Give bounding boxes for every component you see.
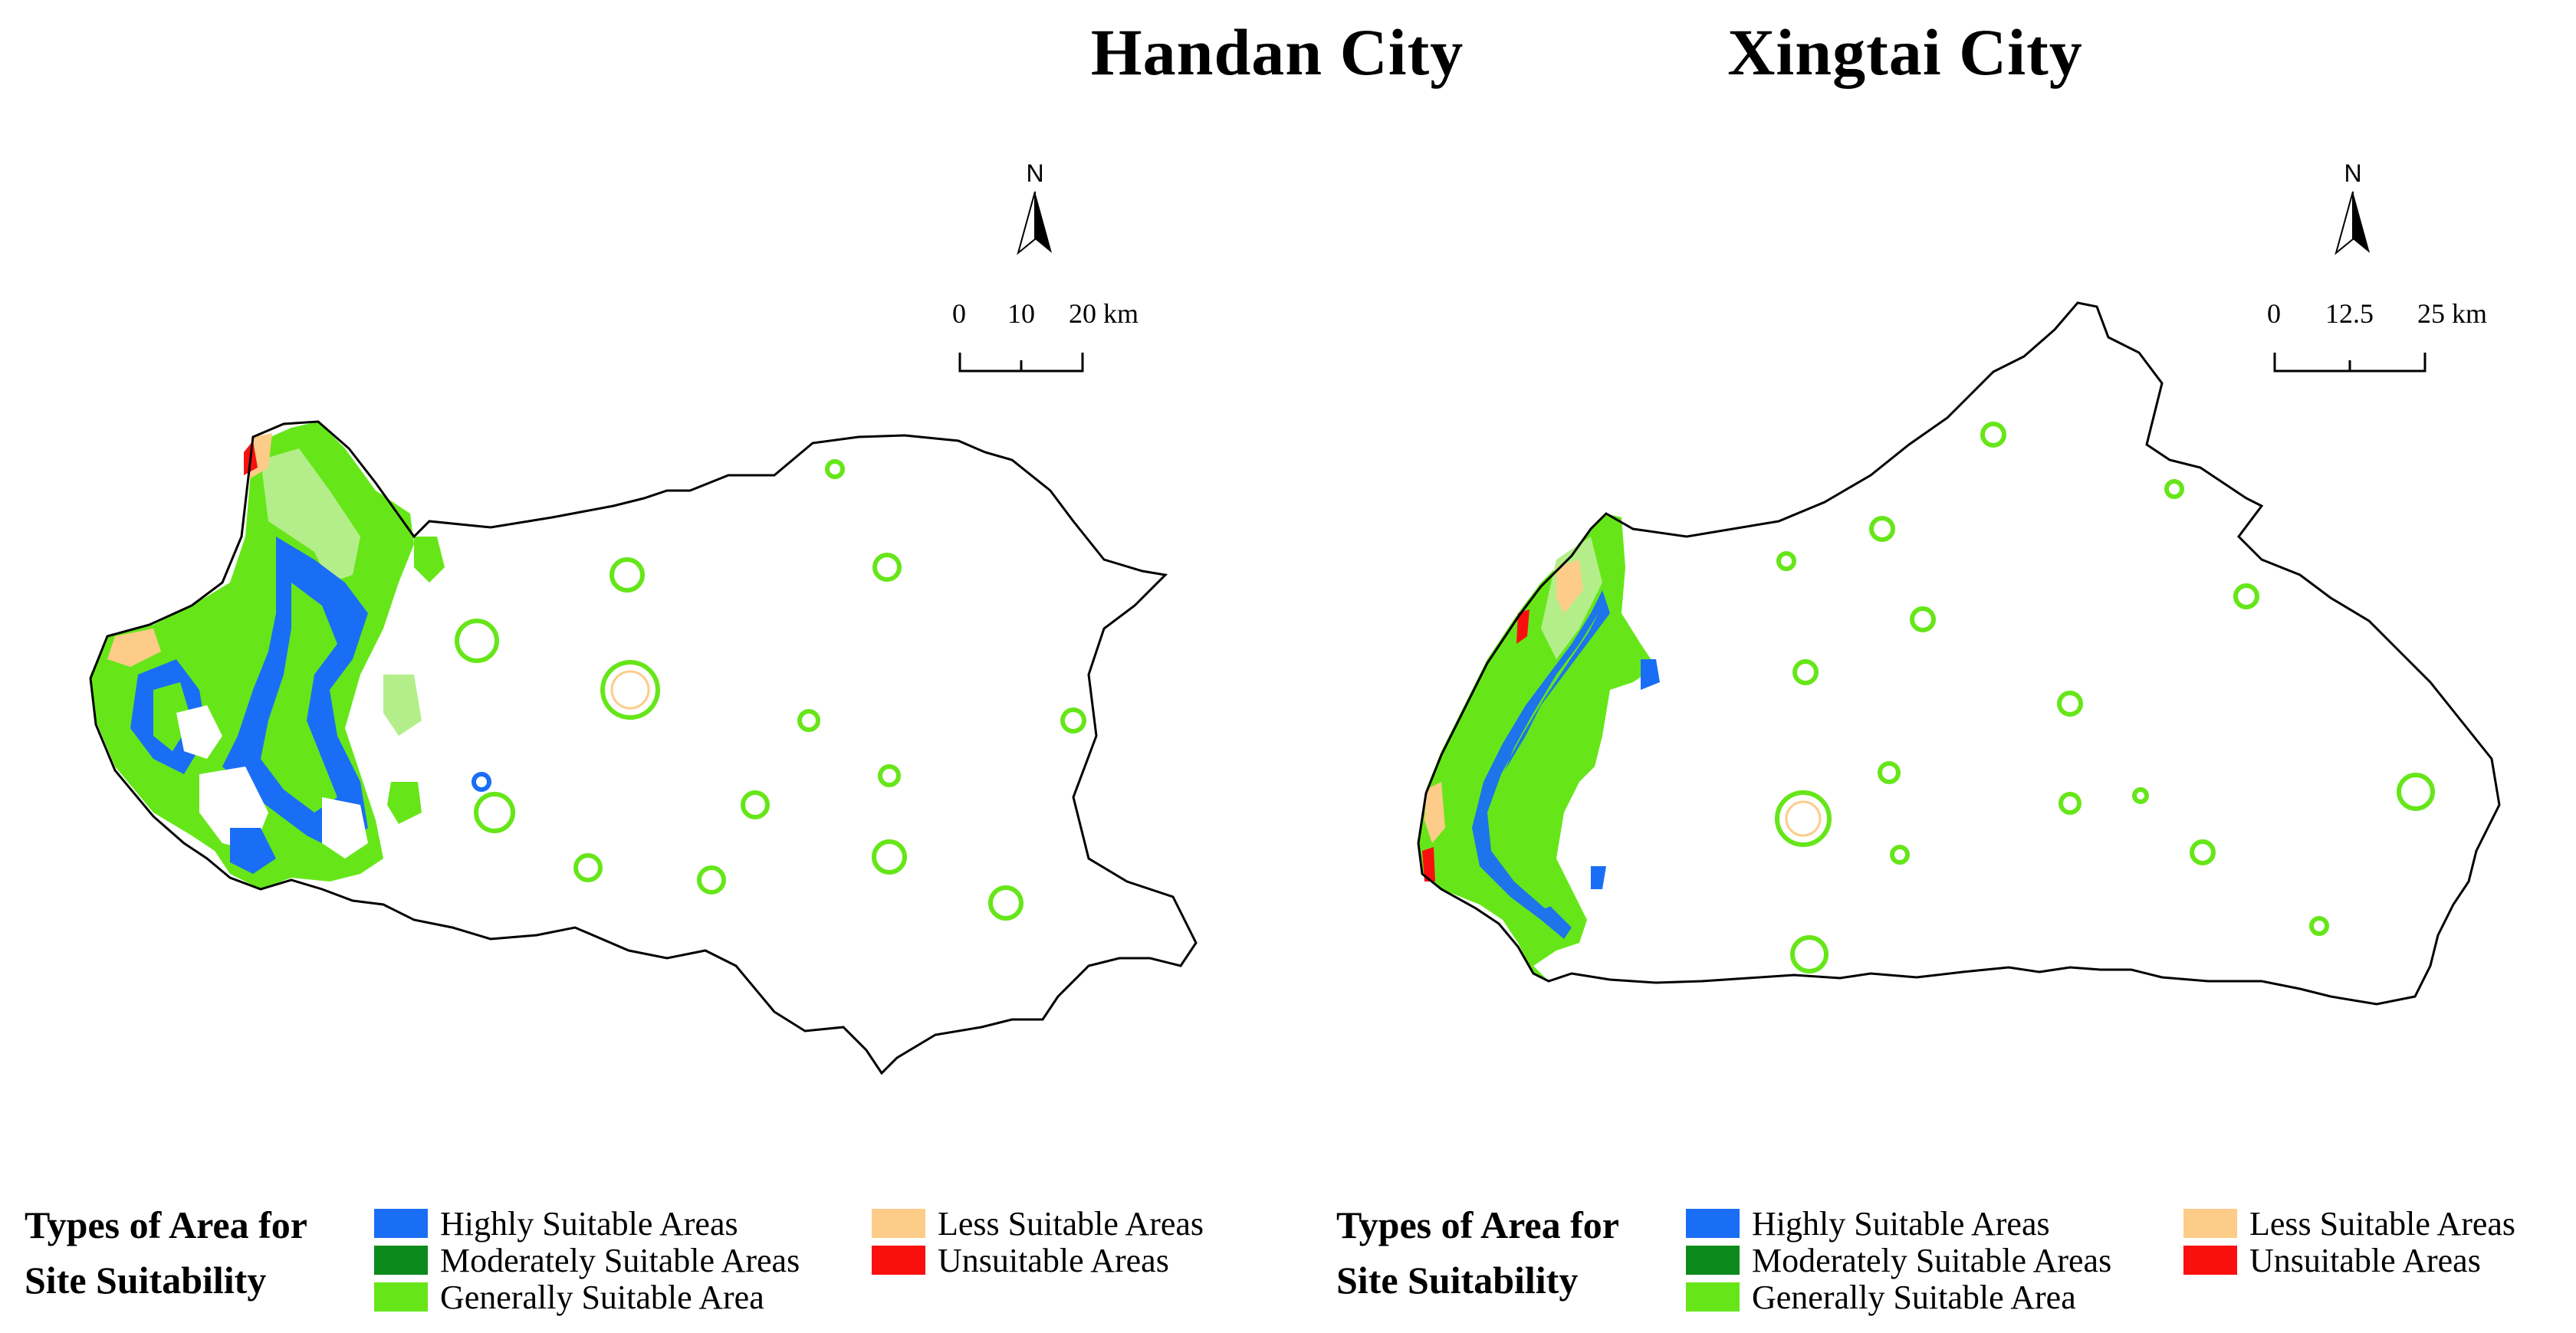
north-label: N — [1026, 159, 1044, 187]
handan-map — [89, 191, 1198, 1075]
legend-item: Less Suitable Areas — [872, 1205, 1204, 1243]
xingtai-boundary — [1417, 301, 2501, 1006]
scale-tick-0: 0 — [2267, 298, 2281, 329]
legend-swatch — [374, 1209, 428, 1238]
suitability-patches — [455, 459, 1086, 921]
map-panel-xingtai: Xingtai City — [1315, 0, 2576, 1333]
scale-labels: 0 10 20 km — [943, 297, 1173, 336]
legend-item: Highly Suitable Areas — [374, 1205, 738, 1243]
north-arrow-icon — [1017, 191, 1052, 255]
legend-item: Generally Suitable Area — [1686, 1279, 2076, 1316]
legend-item: Highly Suitable Areas — [1686, 1205, 2050, 1243]
suitability-patches — [1775, 422, 2435, 973]
legend-swatch — [872, 1209, 925, 1238]
north-label: N — [2344, 159, 2362, 187]
legend-swatch — [2183, 1246, 2237, 1275]
legend-swatch — [2183, 1209, 2237, 1238]
map-title: Handan City — [1090, 15, 1464, 89]
suitability-zones — [1418, 514, 1660, 981]
handan-boundary — [89, 420, 1198, 1075]
legend-swatch — [1686, 1209, 1740, 1238]
map-title: Xingtai City — [1727, 15, 2083, 89]
map-panel-handan: Handan City — [25, 15, 1463, 1316]
xingtai-map — [1417, 191, 2501, 1006]
legend-title: Types of Area for Site Suitability — [25, 1203, 307, 1302]
legend-swatch — [1686, 1282, 1740, 1312]
legend-item: Moderately Suitable Areas — [374, 1242, 800, 1279]
north-arrow-icon — [2334, 191, 2370, 255]
legend-item: Unsuitable Areas — [872, 1242, 1169, 1279]
legend-swatch — [374, 1246, 428, 1275]
legend-item: Moderately Suitable Areas — [1686, 1242, 2111, 1279]
legend-item: Generally Suitable Area — [374, 1279, 764, 1316]
scale-labels: 0 12.5 25 km — [2264, 297, 2555, 336]
legend-item: Less Suitable Areas — [2183, 1205, 2515, 1243]
legend-item: Unsuitable Areas — [2183, 1242, 2481, 1279]
scale-tick-1: 12.5 — [2325, 298, 2374, 329]
legend-swatch — [374, 1282, 428, 1312]
legend-swatch — [872, 1246, 925, 1275]
legend-title: Types of Area for Site Suitability — [1336, 1203, 1619, 1302]
scale-tick-2: 20 km — [1069, 298, 1139, 329]
scale-tick-0: 0 — [952, 298, 966, 329]
scale-tick-1: 10 — [1007, 298, 1035, 329]
scale-bar — [958, 353, 1084, 373]
legend-swatch — [1686, 1246, 1740, 1275]
scale-tick-2: 25 km — [2417, 298, 2488, 329]
suitability-zones — [90, 422, 445, 889]
scale-bar — [2273, 353, 2426, 373]
